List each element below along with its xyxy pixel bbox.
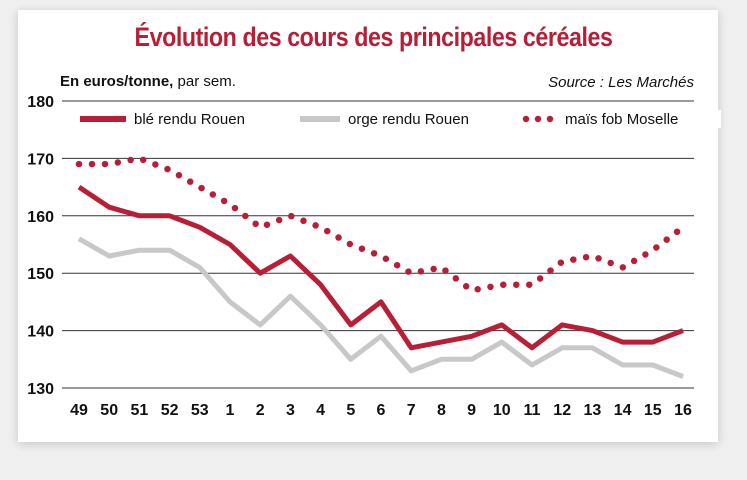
series-lines	[75, 155, 687, 379]
y-tick-label: 180	[27, 94, 54, 111]
legend-label-1: blé rendu Rouen	[134, 111, 245, 128]
y-tick-label: 170	[27, 151, 54, 168]
x-tick-label: 52	[161, 402, 179, 419]
x-tick-label: 53	[191, 402, 209, 419]
y-tick-label: 140	[27, 324, 54, 341]
gridlines	[62, 100, 694, 389]
x-tick-label: 10	[493, 402, 511, 419]
chart-title: Évolution des cours des principales céré…	[134, 22, 613, 52]
y-axis-ticks: 130 140 150 160 170 180	[27, 94, 54, 398]
x-tick-label: 5	[346, 402, 355, 419]
unit-label-bold: En euros/tonne,	[60, 73, 174, 90]
unit-label: En euros/tonne, par sem.	[60, 73, 236, 90]
series-line-3	[75, 155, 687, 294]
x-tick-label: 7	[407, 402, 416, 419]
x-tick-label: 4	[316, 402, 325, 419]
series-line-2	[77, 236, 684, 379]
series-line-1	[77, 185, 684, 351]
source-label: Source : Les Marchés	[548, 74, 694, 91]
x-tick-label: 11	[524, 402, 541, 419]
legend-bg	[522, 110, 721, 128]
x-tick-label: 8	[437, 402, 446, 419]
x-tick-label: 50	[100, 402, 118, 419]
x-axis-ticks: 49 50 51 52 53 1 2 3 4 5 6 7 8 9 10 11 12 13 14 15 16	[70, 402, 692, 419]
x-tick-label: 6	[377, 402, 386, 419]
x-tick-label: 1	[226, 402, 235, 419]
y-tick-label: 130	[27, 381, 54, 398]
x-tick-label: 14	[614, 402, 632, 419]
chart-card	[18, 10, 718, 442]
x-tick-label: 3	[286, 402, 295, 419]
legend-label-2: orge rendu Rouen	[348, 111, 469, 128]
x-tick-label: 15	[644, 402, 662, 419]
y-tick-label: 150	[27, 266, 54, 283]
unit-label-rest: par sem.	[173, 73, 236, 90]
x-tick-label: 9	[467, 402, 476, 419]
legend-label-3: maïs fob Moselle	[565, 111, 678, 128]
x-tick-label: 13	[584, 402, 602, 419]
x-tick-label: 2	[256, 402, 265, 419]
x-tick-label: 16	[674, 402, 692, 419]
x-tick-label: 49	[70, 402, 88, 419]
legend: blé rendu Rouen orge rendu Rouen maïs fob …	[76, 110, 721, 128]
y-tick-label: 160	[27, 209, 54, 226]
legend-bg	[296, 110, 504, 128]
x-tick-label: 51	[131, 402, 149, 419]
x-tick-label: 12	[553, 402, 571, 419]
legend-bg	[76, 110, 290, 128]
